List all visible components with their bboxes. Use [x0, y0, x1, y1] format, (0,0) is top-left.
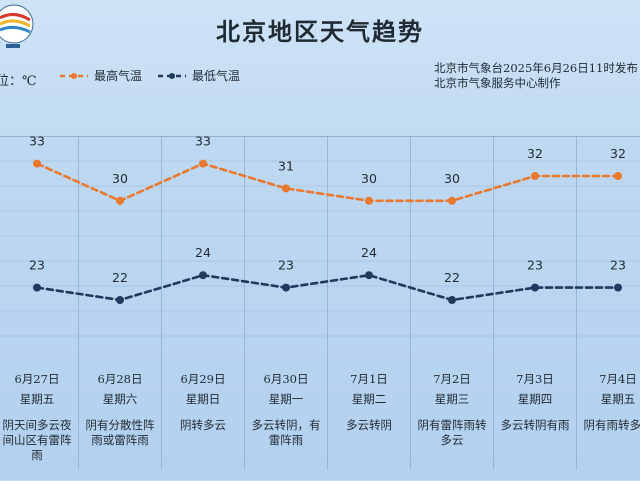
high-value-label: 30: [444, 171, 460, 186]
weather-logo: [0, 4, 34, 48]
day-weekday-label: 星期四: [517, 392, 553, 406]
day-date-label: 7月4日: [599, 372, 637, 386]
high-point: [448, 196, 456, 205]
day-date-label: 7月2日: [433, 372, 471, 386]
low-value-label: 23: [610, 258, 626, 273]
low-value-label: 24: [195, 245, 211, 260]
high-value-label: 30: [112, 171, 128, 186]
low-value-label: 22: [444, 270, 460, 285]
high-point: [614, 172, 622, 180]
high-point: [365, 196, 373, 205]
low-point: [531, 283, 539, 292]
high-point: [199, 159, 207, 168]
high-value-label: 33: [195, 134, 211, 149]
low-point: [448, 296, 456, 304]
day-description: 多云转阴有雨: [500, 418, 570, 432]
day-date-label: 6月30日: [263, 372, 309, 386]
low-value-label: 23: [527, 258, 543, 273]
day-weekday-label: 星期一: [268, 392, 304, 406]
high-point: [282, 184, 290, 193]
day-description: 阴天间多云夜间山区有雷阵雨: [2, 418, 72, 462]
day-description: 阴有分散性阵雨或雷阵雨: [85, 418, 155, 447]
low-point: [365, 271, 373, 280]
low-value-label: 24: [361, 245, 377, 260]
low-point: [614, 283, 622, 292]
low-value-label: 23: [29, 258, 45, 273]
day-description: 多云转阴: [346, 418, 392, 432]
day-description: 多云转阴，有雷阵雨: [251, 418, 321, 447]
legend-high-icon: [60, 72, 88, 79]
day-date-label: 7月1日: [350, 372, 388, 386]
low-value-label: 22: [112, 270, 128, 285]
day-description: 阴有雷阵雨转多云: [417, 418, 487, 447]
day-date-label: 7月3日: [516, 372, 554, 386]
unit-label: 位：℃: [0, 74, 37, 89]
day-description: 阴转多云: [180, 418, 226, 432]
day-weekday-label: 星期五: [19, 392, 55, 406]
legend-high: 最高气温: [60, 67, 142, 84]
high-point: [33, 159, 41, 168]
day-weekday-label: 星期二: [351, 392, 387, 406]
legend-low-icon: [158, 72, 186, 79]
issuer-line-2: 北京市气象服务中心制作: [434, 76, 561, 90]
day-date-label: 6月27日: [14, 372, 60, 386]
low-point: [116, 296, 124, 304]
day-date-label: 6月29日: [180, 372, 226, 386]
issuer-line-1: 北京市气象台2025年6月26日11时发布: [434, 61, 638, 75]
day-weekday-label: 星期六: [102, 392, 138, 406]
high-series-line: [35, 162, 620, 203]
page-title: 北京地区天气趋势: [216, 17, 424, 46]
low-point: [282, 283, 290, 292]
day-date-label: 6月28日: [97, 372, 143, 386]
high-point: [531, 172, 539, 180]
day-weekday-label: 星期三: [434, 392, 470, 406]
high-value-label: 32: [527, 146, 543, 161]
low-value-label: 23: [278, 258, 294, 273]
day-description: 阴有雨转多云: [583, 418, 640, 432]
low-point: [199, 271, 207, 280]
high-value-label: 30: [361, 171, 377, 186]
issuer-info: 北京市气象台2025年6月26日11时发布 北京市气象服务中心制作: [434, 61, 638, 91]
high-point: [116, 196, 124, 205]
high-value-label: 32: [610, 146, 626, 161]
legend-high-label: 最高气温: [94, 69, 143, 83]
low-series-line: [35, 273, 620, 302]
low-point: [33, 283, 41, 292]
legend-low: 最低气温: [158, 67, 240, 84]
high-value-label: 31: [278, 158, 294, 173]
legend-low-label: 最低气温: [192, 69, 241, 83]
day-weekday-label: 星期日: [185, 392, 221, 406]
high-value-label: 33: [29, 134, 45, 149]
day-weekday-label: 星期五: [600, 392, 636, 406]
